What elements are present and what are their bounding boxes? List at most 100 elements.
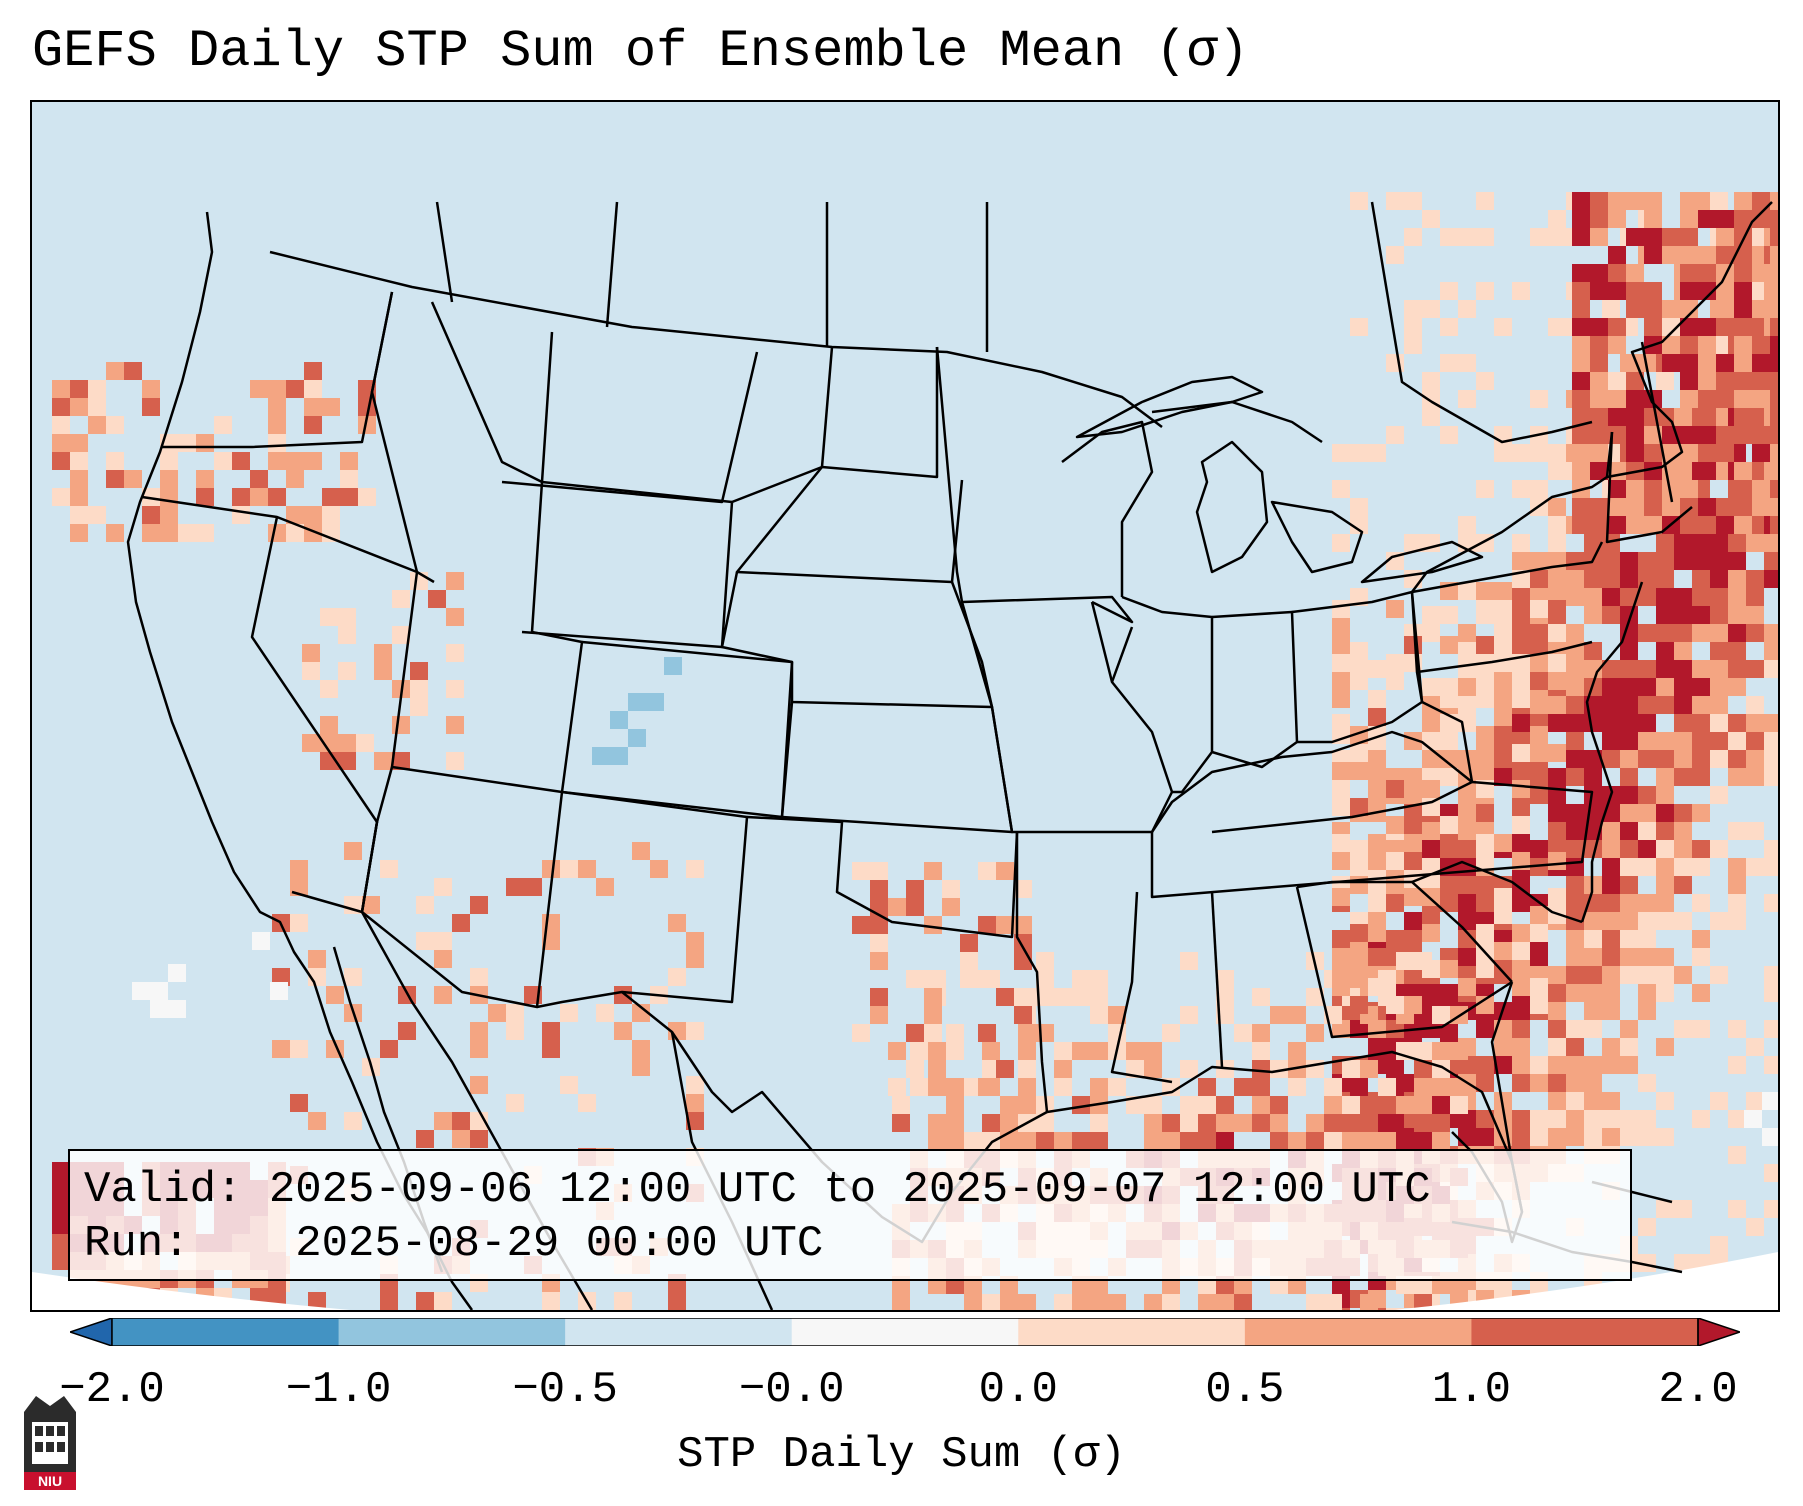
stp-cell xyxy=(1692,570,1710,588)
stp-cell xyxy=(1572,300,1590,318)
stp-cell xyxy=(1162,1114,1180,1132)
stp-cell xyxy=(1494,888,1512,906)
stp-cell xyxy=(1360,1132,1378,1150)
stp-cell xyxy=(1014,988,1032,1006)
stp-cell xyxy=(1584,966,1602,984)
stp-cell xyxy=(1734,480,1752,498)
stp-cell xyxy=(1332,960,1350,978)
stp-cell xyxy=(1512,588,1530,606)
stp-cell xyxy=(1494,1056,1512,1074)
stp-cell xyxy=(1476,924,1494,942)
stp-cell xyxy=(1692,1020,1710,1038)
stp-cell xyxy=(1674,750,1692,768)
stp-cell xyxy=(924,862,942,880)
stp-cell xyxy=(1644,192,1662,210)
stp-cell xyxy=(1548,570,1566,588)
stp-cell xyxy=(1252,1060,1270,1078)
stp-cell xyxy=(1512,1038,1530,1056)
stp-cell xyxy=(1566,732,1584,750)
stp-cell xyxy=(1368,978,1386,996)
stp-cell xyxy=(268,416,286,434)
stp-cell xyxy=(1512,282,1530,300)
stp-cell xyxy=(964,1078,982,1096)
stp-cell xyxy=(434,878,452,896)
stp-cell xyxy=(1638,732,1656,750)
stp-cell xyxy=(1566,714,1584,732)
stp-cell xyxy=(1476,762,1494,780)
stp-cell xyxy=(686,1076,704,1094)
stp-cell xyxy=(1476,600,1494,618)
stp-cell xyxy=(1680,426,1698,444)
stp-cell xyxy=(1440,354,1458,372)
stp-cell xyxy=(446,680,464,698)
stp-cell xyxy=(1644,210,1662,228)
stp-cell xyxy=(1216,988,1234,1006)
stp-cell xyxy=(1620,912,1638,930)
stp-cell xyxy=(1656,678,1674,696)
stp-cell xyxy=(1770,228,1778,246)
stp-cell xyxy=(1590,444,1608,462)
stp-cell xyxy=(160,506,178,524)
stp-cell xyxy=(1512,942,1530,960)
stp-cell xyxy=(304,416,322,434)
stp-cell xyxy=(1710,732,1728,750)
stp-cell xyxy=(1342,1096,1360,1114)
stp-cell xyxy=(1332,834,1350,852)
stp-cell xyxy=(1548,654,1566,672)
stp-cell xyxy=(1566,894,1584,912)
stp-cell xyxy=(1350,960,1368,978)
stp-cell xyxy=(1458,516,1476,534)
stp-cell xyxy=(1404,300,1422,318)
stp-cell xyxy=(344,968,362,986)
stp-cell xyxy=(1512,894,1530,912)
stp-cell xyxy=(1440,636,1458,654)
stp-cell xyxy=(1252,1078,1270,1096)
stp-cell xyxy=(1180,952,1198,970)
stp-cell xyxy=(1716,426,1734,444)
stp-cell xyxy=(1710,840,1728,858)
stp-cell xyxy=(686,1112,704,1130)
stp-cell xyxy=(1548,1092,1566,1110)
stp-cell xyxy=(1036,952,1054,970)
stp-cell xyxy=(1572,516,1590,534)
stp-cell xyxy=(160,488,178,506)
stp-cell xyxy=(996,988,1014,1006)
stp-cell xyxy=(1572,336,1590,354)
stp-cell xyxy=(1458,582,1476,600)
stp-cell xyxy=(1608,480,1626,498)
stp-cell xyxy=(1644,246,1662,264)
stp-cell xyxy=(1530,996,1548,1014)
stp-cell xyxy=(446,608,464,626)
stp-cell xyxy=(1752,264,1770,282)
stp-cell xyxy=(1458,978,1476,996)
stp-cell xyxy=(1590,354,1608,372)
stp-cell xyxy=(870,1006,888,1024)
run-line: Run: 2025-08-29 00:00 UTC xyxy=(84,1219,823,1269)
stp-cell xyxy=(1680,480,1698,498)
stp-cell xyxy=(686,1094,704,1112)
stp-cell xyxy=(1746,570,1764,588)
stp-cell xyxy=(1752,372,1770,390)
stp-cell xyxy=(304,506,322,524)
stp-cell xyxy=(632,1040,650,1058)
stp-cell xyxy=(1764,768,1778,786)
stp-cell xyxy=(1710,192,1728,210)
stp-cell xyxy=(1036,1132,1054,1150)
stp-cell xyxy=(632,1058,650,1076)
stp-cell xyxy=(1566,948,1584,966)
stp-cell xyxy=(628,729,646,747)
stp-cell xyxy=(1476,1056,1494,1074)
stp-cell xyxy=(1476,192,1494,210)
stp-cell xyxy=(1386,426,1404,444)
stp-cell xyxy=(1512,744,1530,762)
stp-cell xyxy=(996,916,1014,934)
stp-cell xyxy=(1710,786,1728,804)
stp-cell xyxy=(1752,210,1770,228)
stp-cell xyxy=(1530,906,1548,924)
stp-cell xyxy=(852,1024,870,1042)
stp-cell xyxy=(1710,534,1728,552)
stp-cell xyxy=(1728,714,1746,732)
stp-cell xyxy=(1512,534,1530,552)
stp-cell xyxy=(1728,1146,1746,1164)
stp-cell xyxy=(1620,1128,1638,1146)
